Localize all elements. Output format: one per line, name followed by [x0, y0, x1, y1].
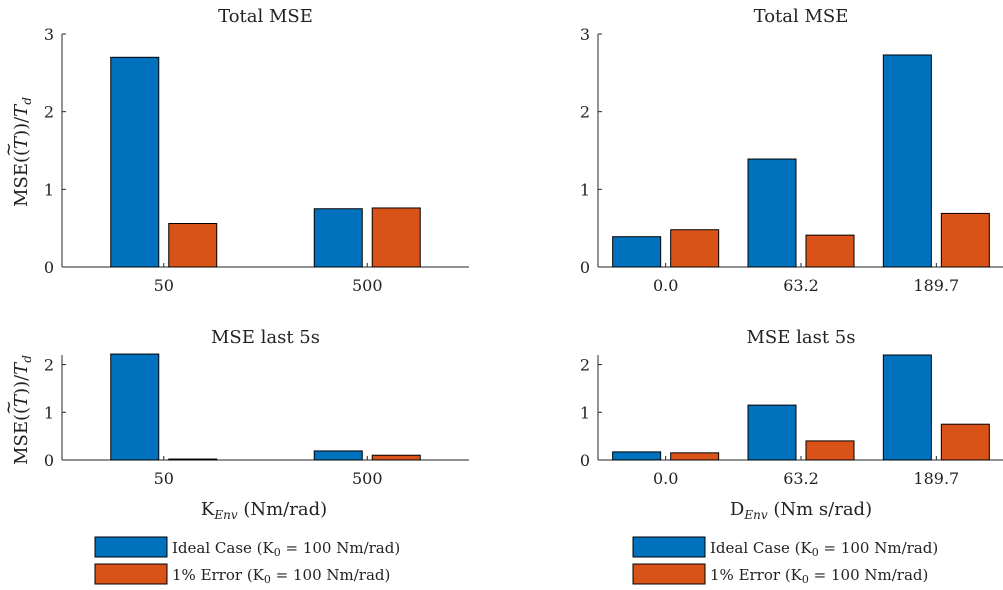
x-tick-label: 63.2 [783, 469, 819, 488]
bar-error-0.0 [670, 452, 720, 461]
legend-swatch-error [632, 563, 706, 585]
svg-text:MSE((T))/Td: MSE((T))/Td [11, 355, 34, 465]
y-tick-label: 0 [580, 451, 590, 470]
bar-ideal-0.0 [612, 451, 662, 461]
y-tick-label: 1 [44, 180, 54, 199]
legend-swatch-ideal [94, 536, 168, 558]
y-tick-label: 2 [44, 356, 54, 375]
bar-error-63.2 [805, 440, 855, 461]
y-tick-label: 0 [580, 258, 590, 277]
bar-ideal-500 [313, 208, 363, 268]
y-tick-label: 2 [44, 103, 54, 122]
y-tick-label: 1 [44, 403, 54, 422]
y-tick-label: 0 [44, 451, 54, 470]
legend-right: Ideal Case (K0 = 100 Nm/rad) 1% Error (K… [632, 536, 938, 586]
svg-text:MSE((T))/Td: MSE((T))/Td [11, 97, 34, 207]
x-tick-label: 189.7 [913, 276, 959, 295]
bar-error-500 [371, 207, 421, 268]
y-tick-label: 0 [44, 258, 54, 277]
y-tick-label: 3 [44, 25, 54, 44]
y-axis-label-top: MSE((T))/Td ~ [0, 97, 34, 207]
y-axis-label-bottom-tilde: ~ [0, 400, 19, 415]
legend-swatch-error [94, 563, 168, 585]
x-tick-label: 0.0 [653, 469, 678, 488]
y-tick-label: 2 [580, 103, 590, 122]
chart-panel-3: MSE last 5s 0 1 2 50 500 [44, 327, 469, 488]
y-tick-label: 3 [580, 25, 590, 44]
y-axis-label-bottom: MSE((T))/Td ~ [0, 355, 34, 465]
bar-ideal-63.2 [747, 404, 797, 461]
bar-error-50 [168, 458, 218, 461]
chart-panel-1: Total MSE 0 1 2 3 50 500 [44, 6, 469, 295]
x-axis-label-left: KEnv (Nm/rad) [201, 499, 327, 522]
bar-ideal-189.7 [882, 354, 932, 461]
svg-text:1% Error (K0 = 100 Nm/rad): 1% Error (K0 = 100 Nm/rad) [710, 566, 928, 586]
bar-ideal-189.7 [882, 54, 932, 268]
svg-text:1% Error (K0 = 100 Nm/rad): 1% Error (K0 = 100 Nm/rad) [172, 566, 390, 586]
svg-text:Ideal Case (K0 = 100 Nm/rad): Ideal Case (K0 = 100 Nm/rad) [710, 539, 938, 559]
x-axis-label-right: DEnv (Nm s/rad) [730, 499, 872, 522]
chart-title: Total MSE [218, 6, 313, 27]
chart-title: MSE last 5s [211, 327, 320, 348]
bar-error-189.7 [940, 423, 990, 461]
bar-error-0.0 [670, 229, 720, 268]
chart-panel-4: MSE last 5s 0 1 2 0.0 63.2 189.7 [580, 327, 1003, 488]
x-tick-label: 63.2 [783, 276, 819, 295]
y-axis-label-top-tilde: ~ [0, 142, 19, 157]
bar-ideal-50 [110, 56, 160, 268]
bar-error-50 [168, 223, 218, 268]
chart-panel-2: Total MSE 0 1 2 3 0.0 63.2 189.7 [580, 6, 1003, 295]
x-tick-label: 500 [352, 469, 383, 488]
x-tick-label: 500 [352, 276, 383, 295]
x-tick-label: 50 [154, 469, 174, 488]
bar-ideal-63.2 [747, 158, 797, 268]
chart-title: Total MSE [754, 6, 849, 27]
legend-swatch-ideal [632, 536, 706, 558]
bar-error-189.7 [940, 212, 990, 268]
x-tick-label: 50 [154, 276, 174, 295]
svg-text:Ideal Case (K0 = 100 Nm/rad): Ideal Case (K0 = 100 Nm/rad) [172, 539, 400, 559]
y-tick-label: 1 [580, 180, 590, 199]
x-tick-label: 189.7 [913, 469, 959, 488]
y-tick-label: 1 [580, 403, 590, 422]
bar-ideal-500 [313, 450, 363, 461]
x-tick-label: 0.0 [653, 276, 678, 295]
bar-ideal-0.0 [612, 236, 662, 268]
legend-left: Ideal Case (K0 = 100 Nm/rad) 1% Error (K… [94, 536, 400, 586]
chart-title: MSE last 5s [747, 327, 856, 348]
bar-error-500 [371, 454, 421, 461]
bar-error-63.2 [805, 234, 855, 268]
bar-ideal-50 [110, 353, 160, 461]
y-tick-label: 2 [580, 356, 590, 375]
